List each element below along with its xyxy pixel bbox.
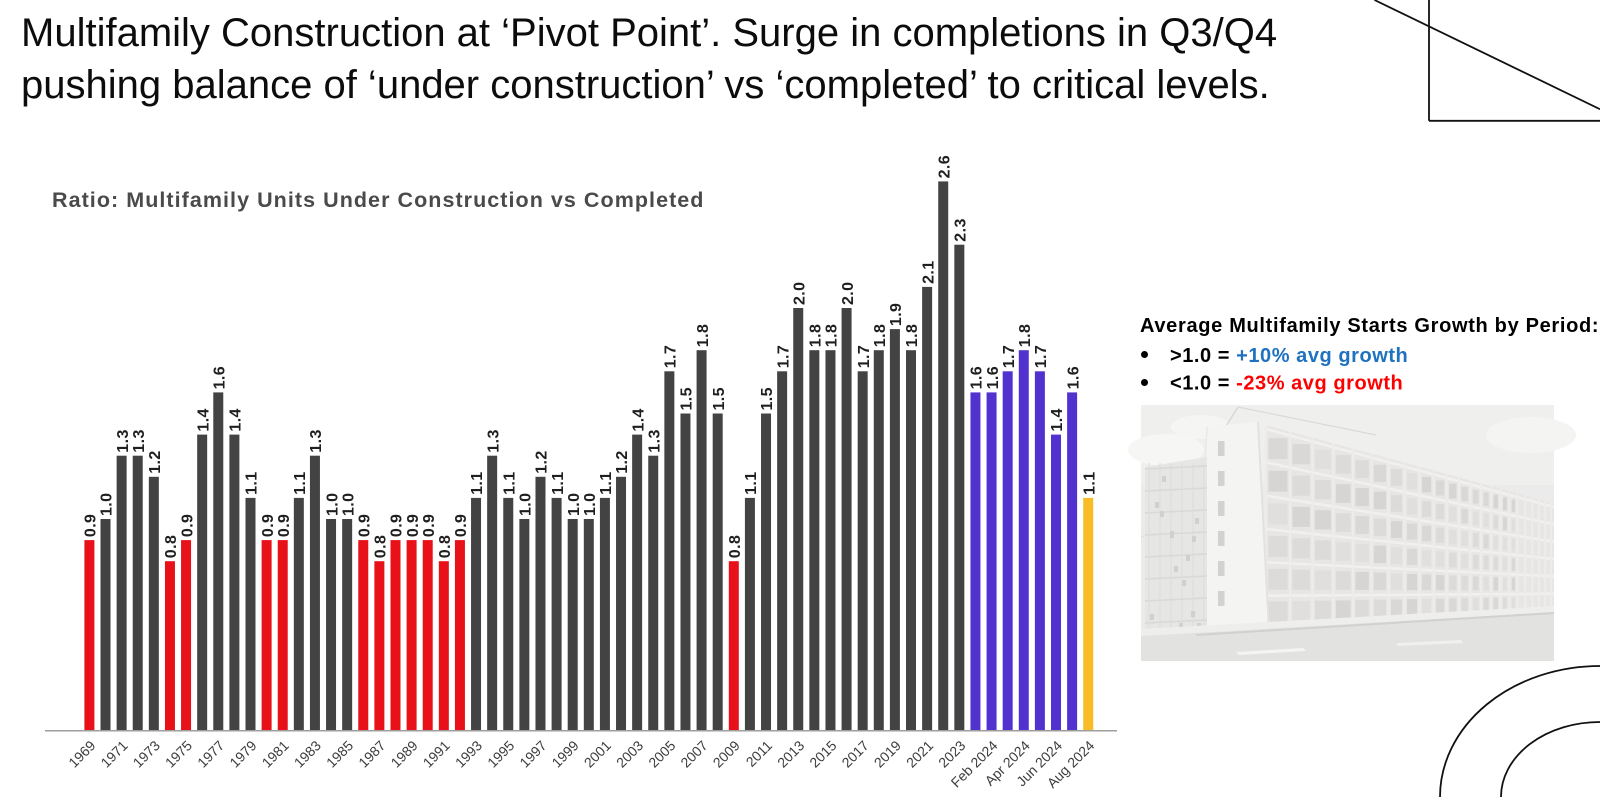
- svg-text:Multifamily Construction at ‘P: Multifamily Construction at ‘Pivot Point…: [21, 11, 1277, 55]
- svg-text:1.3: 1.3: [308, 429, 325, 452]
- svg-text:0.8: 0.8: [373, 535, 390, 558]
- svg-text:0.8: 0.8: [437, 535, 454, 558]
- svg-text:0.9: 0.9: [421, 514, 438, 537]
- svg-text:1.6: 1.6: [211, 366, 228, 389]
- svg-text:1.2: 1.2: [534, 450, 551, 473]
- svg-text:1.3: 1.3: [646, 429, 663, 452]
- svg-text:1.8: 1.8: [824, 324, 841, 347]
- svg-text:0.8: 0.8: [727, 535, 744, 558]
- svg-text:<1.0 = -23% avg growth: <1.0 = -23% avg growth: [1170, 373, 1403, 395]
- svg-text:1.7: 1.7: [663, 345, 680, 368]
- svg-text:1.6: 1.6: [1065, 366, 1082, 389]
- svg-text:pushing balance of ‘under cons: pushing balance of ‘under construction’ …: [21, 63, 1270, 107]
- svg-text:1.7: 1.7: [856, 345, 873, 368]
- svg-text:1.8: 1.8: [695, 324, 712, 347]
- svg-text:1.0: 1.0: [582, 493, 599, 516]
- svg-text:2.3: 2.3: [953, 218, 970, 241]
- svg-text:1.7: 1.7: [1001, 345, 1018, 368]
- svg-text:1.7: 1.7: [1033, 345, 1050, 368]
- svg-text:0.9: 0.9: [389, 514, 406, 537]
- svg-text:1.6: 1.6: [969, 366, 986, 389]
- svg-text:0.9: 0.9: [179, 514, 196, 537]
- svg-text:1.7: 1.7: [775, 345, 792, 368]
- svg-text:0.9: 0.9: [276, 514, 293, 537]
- svg-text:2.0: 2.0: [840, 282, 857, 305]
- svg-text:1.0: 1.0: [518, 493, 535, 516]
- svg-text:0.9: 0.9: [453, 514, 470, 537]
- svg-text:>1.0 = +10% avg growth: >1.0 = +10% avg growth: [1170, 345, 1408, 367]
- svg-text:1.1: 1.1: [598, 471, 615, 494]
- svg-text:1.1: 1.1: [244, 471, 261, 494]
- svg-text:1.3: 1.3: [131, 429, 148, 452]
- svg-text:0.9: 0.9: [356, 514, 373, 537]
- svg-text:1.0: 1.0: [340, 493, 357, 516]
- svg-text:2.0: 2.0: [791, 282, 808, 305]
- svg-text:1.8: 1.8: [904, 324, 921, 347]
- svg-text:1.6: 1.6: [985, 366, 1002, 389]
- svg-text:1.2: 1.2: [147, 450, 164, 473]
- svg-text:1.3: 1.3: [485, 429, 502, 452]
- svg-text:1.4: 1.4: [1049, 408, 1066, 431]
- svg-text:1.4: 1.4: [228, 408, 245, 431]
- svg-text:Average Multifamily Starts Gro: Average Multifamily Starts Growth by Per…: [1140, 315, 1599, 337]
- svg-text:0.9: 0.9: [405, 514, 422, 537]
- svg-text:1.8: 1.8: [1017, 324, 1034, 347]
- svg-text:0.9: 0.9: [260, 514, 277, 537]
- svg-text:1.9: 1.9: [888, 303, 905, 326]
- svg-text:1.0: 1.0: [566, 493, 583, 516]
- svg-text:1.1: 1.1: [550, 471, 567, 494]
- svg-text:1.8: 1.8: [808, 324, 825, 347]
- svg-text:1.5: 1.5: [679, 387, 696, 410]
- svg-text:0.9: 0.9: [83, 514, 100, 537]
- svg-text:2.6: 2.6: [936, 155, 953, 178]
- svg-text:1.0: 1.0: [99, 493, 116, 516]
- svg-text:0.8: 0.8: [163, 535, 180, 558]
- svg-text:2.1: 2.1: [920, 260, 937, 283]
- svg-text:1.1: 1.1: [469, 471, 486, 494]
- svg-text:1.1: 1.1: [292, 471, 309, 494]
- svg-text:1.5: 1.5: [759, 387, 776, 410]
- svg-text:1.1: 1.1: [501, 471, 518, 494]
- svg-text:1.4: 1.4: [630, 408, 647, 431]
- svg-text:1.4: 1.4: [195, 408, 212, 431]
- svg-text:1.0: 1.0: [324, 493, 341, 516]
- svg-text:1.8: 1.8: [872, 324, 889, 347]
- svg-text:1.2: 1.2: [614, 450, 631, 473]
- svg-text:1.1: 1.1: [1081, 471, 1098, 494]
- svg-text:Ratio: Multifamily Units Under: Ratio: Multifamily Units Under Construct…: [52, 188, 704, 212]
- svg-text:1.1: 1.1: [743, 471, 760, 494]
- svg-text:1.3: 1.3: [115, 429, 132, 452]
- svg-text:1.5: 1.5: [711, 387, 728, 410]
